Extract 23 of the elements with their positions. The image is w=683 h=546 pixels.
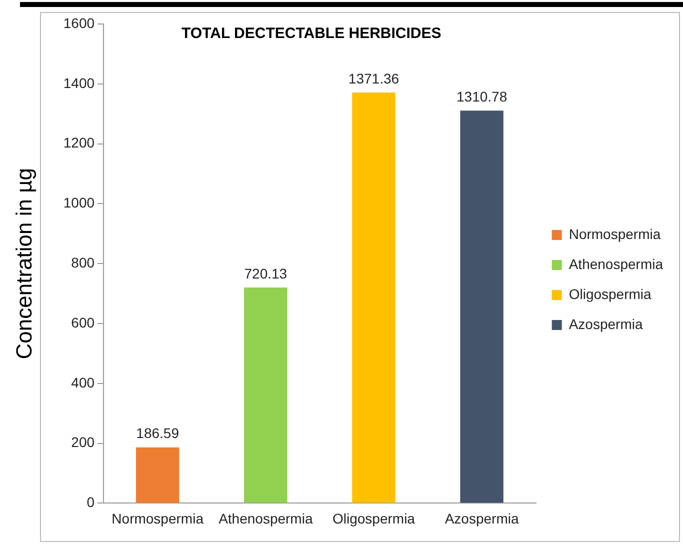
legend-label: Oligospermia — [568, 286, 652, 302]
y-axis-title: Concentration in µg — [11, 168, 36, 360]
y-tick-label: 600 — [71, 314, 95, 330]
data-label: 186.59 — [136, 425, 180, 442]
y-tick-label: 200 — [71, 434, 95, 450]
x-tick-label: Azospermia — [444, 510, 519, 526]
x-tick-label: Athenospermia — [218, 510, 313, 526]
data-label: 1310.78 — [456, 88, 508, 104]
y-tick-label: 0 — [86, 494, 95, 510]
x-tick-label: Normospermia — [112, 510, 204, 526]
y-tick-label: 400 — [71, 374, 95, 390]
data-label: 1371.36 — [348, 70, 400, 86]
y-tick-label: 1200 — [63, 134, 95, 151]
y-tick-label: 1600 — [63, 14, 95, 31]
y-tick-label: 800 — [71, 254, 95, 270]
legend-label: Azospermia — [568, 316, 643, 332]
y-tick-label: 1400 — [63, 74, 95, 91]
legend-label: Normospermia — [568, 226, 661, 242]
chart-title: TOTAL DECTECTABLE HERBICIDES — [182, 25, 442, 42]
x-tick-label: Oligospermia — [332, 510, 416, 526]
legend-label: Athenospermia — [568, 256, 664, 272]
data-label: 720.13 — [244, 265, 288, 282]
y-tick-label: 1000 — [63, 194, 95, 211]
